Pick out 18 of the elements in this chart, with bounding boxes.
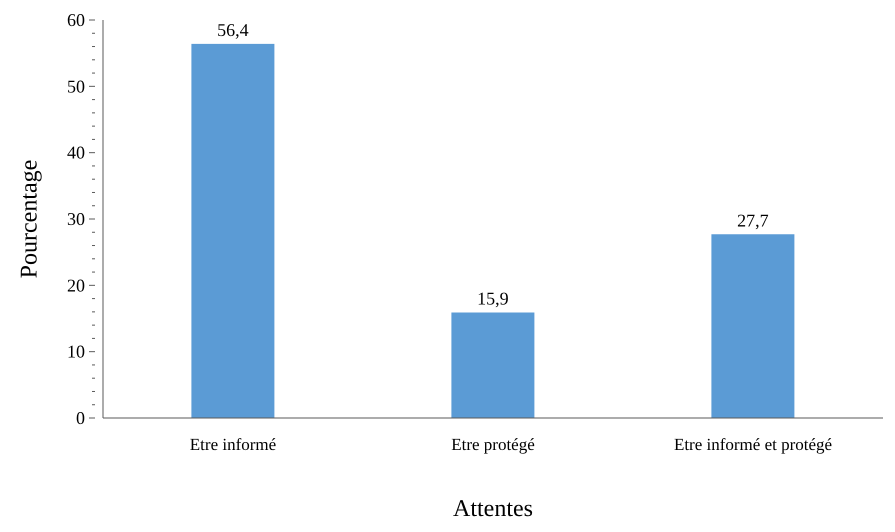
y-tick-label: 0	[76, 408, 85, 428]
bar	[191, 44, 274, 418]
y-tick-label: 10	[67, 342, 85, 362]
y-axis-title: Pourcentage	[16, 160, 43, 278]
y-tick-label: 20	[67, 275, 85, 296]
y-tick-label: 50	[67, 76, 85, 96]
bar	[451, 312, 534, 418]
bar	[711, 234, 794, 418]
y-tick-label: 40	[67, 142, 85, 163]
x-axis-title: Attentes	[453, 496, 533, 522]
x-tick-label: Etre informé	[190, 435, 276, 454]
x-tick-label: Etre informé et protégé	[674, 435, 832, 454]
data-label: 15,9	[477, 288, 509, 309]
data-label: 56,4	[217, 20, 249, 40]
data-label: 27,7	[737, 210, 769, 230]
y-tick-label: 60	[67, 10, 85, 30]
x-tick-label: Etre protégé	[451, 435, 535, 454]
y-tick-label: 30	[67, 209, 85, 229]
